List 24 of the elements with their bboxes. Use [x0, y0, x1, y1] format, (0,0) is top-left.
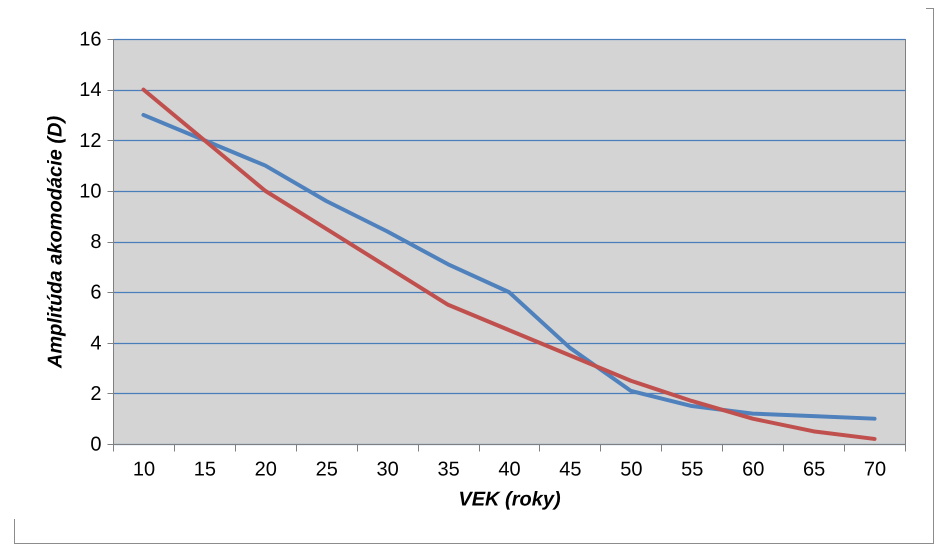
x-tick-label: 55	[681, 458, 704, 480]
x-tick-label: 20	[254, 458, 277, 480]
x-tick-label: 10	[132, 458, 156, 480]
y-axis-title: Amplitúda akomodácie (D)	[44, 116, 66, 370]
y-tick-label: 14	[79, 79, 102, 102]
y-tick-label: 2	[90, 382, 102, 405]
y-tick-label: 4	[90, 332, 102, 354]
x-tick-label: 50	[620, 458, 642, 480]
x-tick-label: 70	[864, 458, 886, 480]
y-tick-label: 6	[90, 282, 102, 304]
y-tick-label: 10	[79, 180, 102, 202]
x-tick-label: 35	[437, 458, 460, 480]
x-axis-title: VEK (roky)	[458, 488, 561, 510]
x-tick-label: 30	[376, 458, 399, 480]
x-tick-label: 15	[194, 458, 216, 480]
y-tick-label: 12	[79, 130, 102, 152]
y-tick-label: 8	[90, 231, 102, 253]
x-tick-label: 45	[559, 458, 582, 480]
x-tick-label: 60	[742, 458, 764, 480]
x-tick-label: 65	[802, 458, 826, 480]
y-tick-label: 16	[79, 28, 102, 50]
x-tick-label: 25	[316, 458, 338, 480]
y-tick-label: 0	[90, 434, 102, 456]
x-tick-label: 40	[498, 458, 521, 480]
